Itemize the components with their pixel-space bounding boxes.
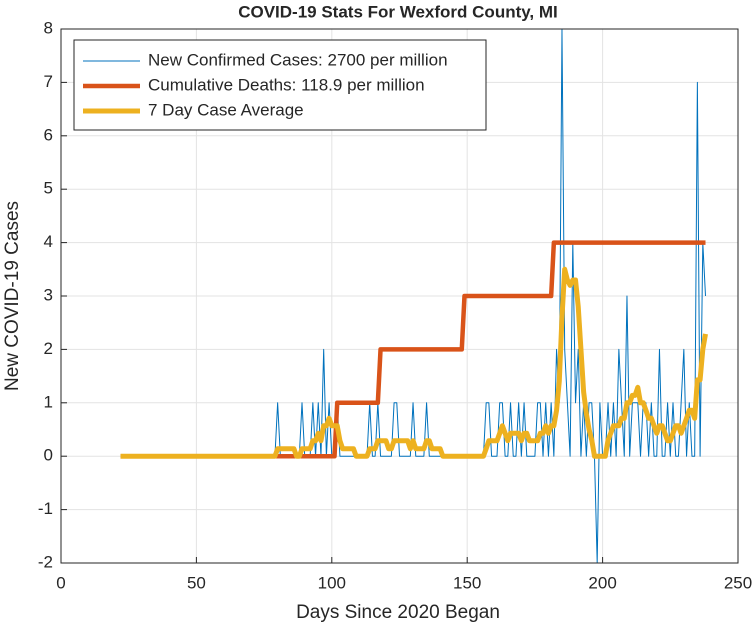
y-tick-label: 7 bbox=[44, 72, 53, 91]
x-tick-label: 250 bbox=[724, 573, 752, 592]
legend-label: 7 Day Case Average bbox=[148, 100, 304, 119]
legend-box bbox=[73, 39, 487, 131]
y-tick-label: 2 bbox=[44, 339, 53, 358]
x-tick-label: 200 bbox=[588, 573, 616, 592]
y-tick-label: 5 bbox=[44, 179, 53, 198]
y-tick-label: 3 bbox=[44, 285, 53, 304]
chart-title: COVID-19 Stats For Wexford County, MI bbox=[238, 2, 558, 21]
y-tick-label: 6 bbox=[44, 125, 53, 144]
y-axis-label: New COVID-19 Cases bbox=[2, 201, 23, 391]
x-tick-label: 150 bbox=[453, 573, 481, 592]
x-tick-label: 50 bbox=[187, 573, 206, 592]
y-tick-label: 0 bbox=[44, 446, 53, 465]
y-tick-label: -2 bbox=[38, 552, 53, 571]
x-axis-label: Days Since 2020 Began bbox=[296, 602, 500, 623]
legend-label: Cumulative Deaths: 118.9 per million bbox=[148, 75, 425, 94]
y-tick-label: 1 bbox=[44, 392, 53, 411]
x-tick-label: 100 bbox=[318, 573, 346, 592]
y-tick-label: 8 bbox=[44, 18, 53, 37]
legend-label: New Confirmed Cases: 2700 per million bbox=[148, 50, 448, 69]
y-tick-label: -1 bbox=[38, 499, 53, 518]
x-tick-label: 0 bbox=[56, 573, 65, 592]
series-line bbox=[120, 266, 708, 459]
y-tick-label: 4 bbox=[44, 232, 53, 251]
